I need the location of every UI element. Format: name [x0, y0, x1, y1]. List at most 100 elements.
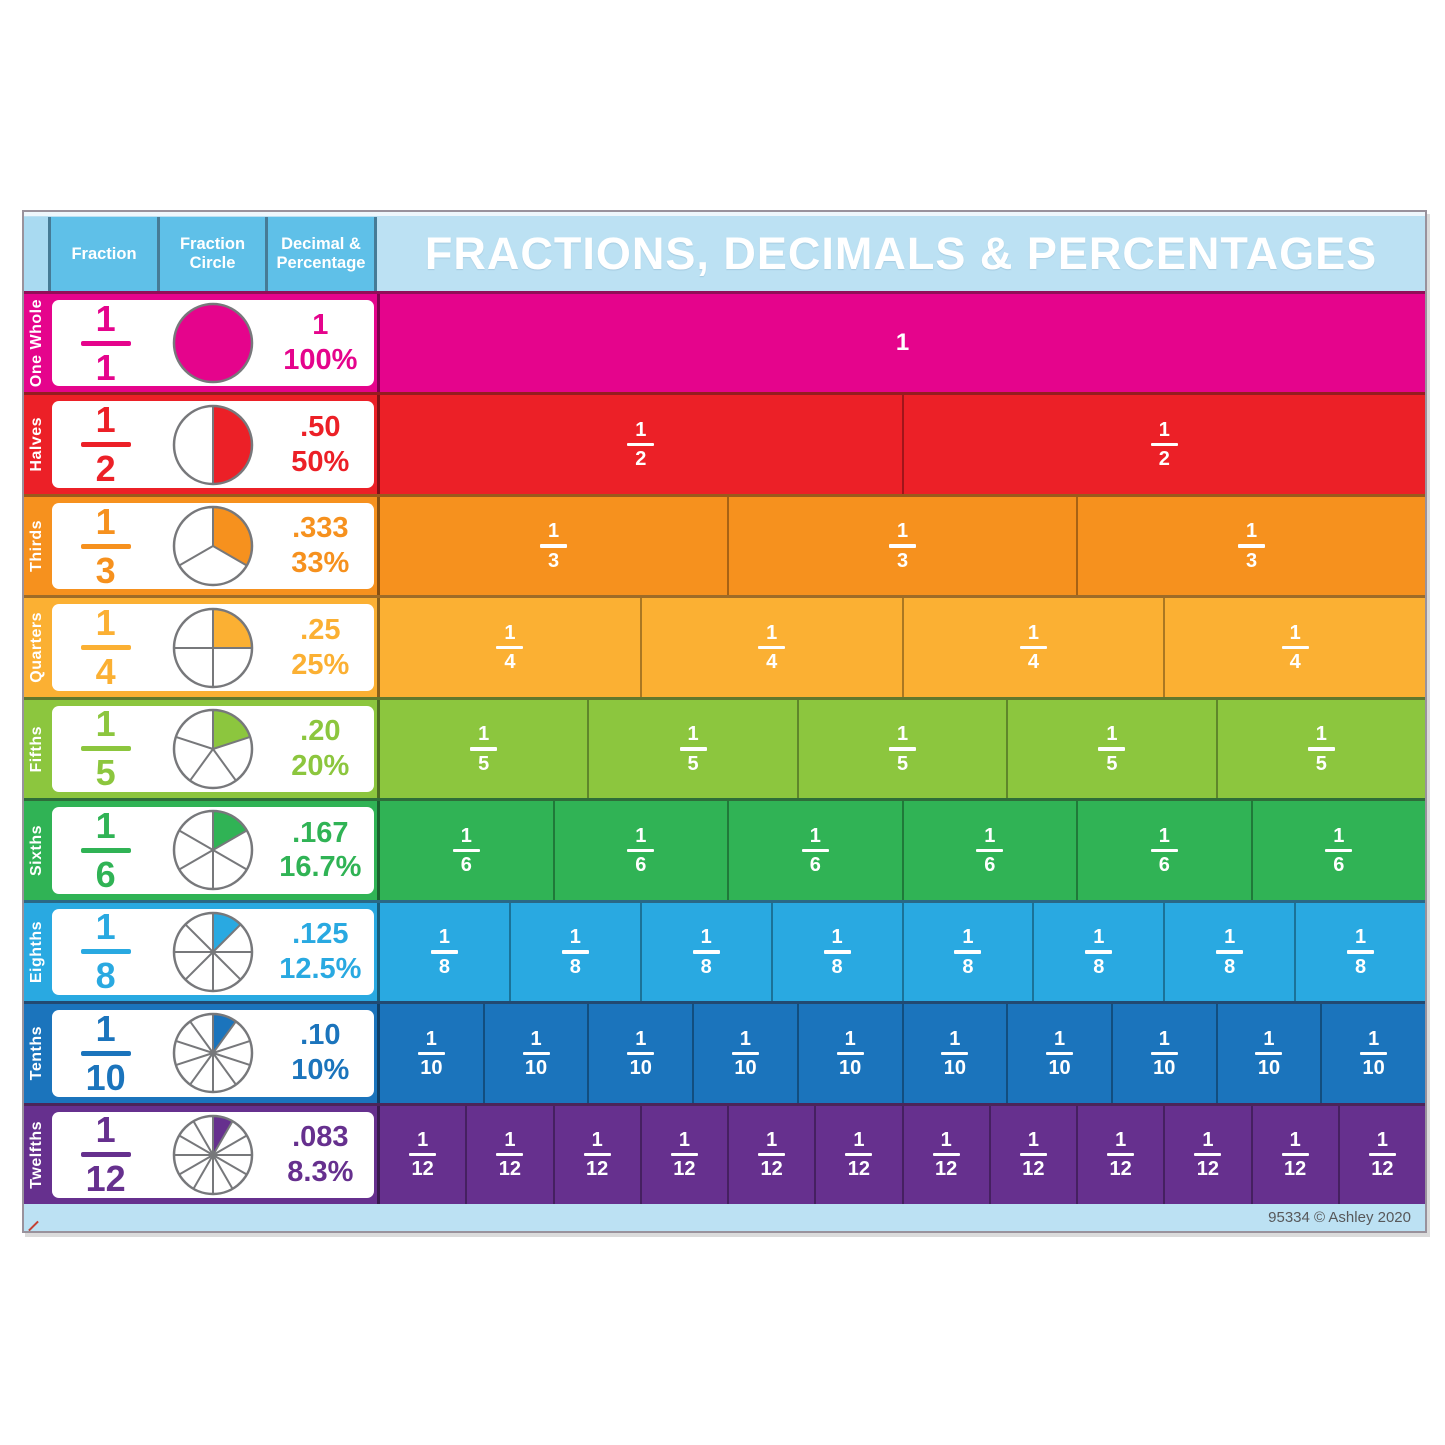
- fraction-value: 1 4: [80, 605, 131, 690]
- fraction-denominator: 3: [95, 549, 116, 591]
- bar-fraction-numerator: 1: [417, 1128, 429, 1151]
- bar-fraction-denominator: 12: [760, 1158, 783, 1181]
- column-header-label: Fraction: [71, 244, 137, 263]
- fraction-denominator: 12: [85, 1158, 126, 1200]
- row-card: 1 8 .125 12.5%: [52, 908, 374, 996]
- bar-fraction-line: [627, 442, 655, 447]
- bar-fraction-numerator: 1: [1263, 1027, 1275, 1050]
- bar-fraction-numerator: 1: [1376, 1128, 1388, 1151]
- bar-fraction-numerator: 1: [700, 926, 712, 949]
- decimal-percentage-zone: .083 8.3%: [267, 1120, 374, 1190]
- bar-fraction-numerator: 1: [940, 1128, 952, 1151]
- bar-segment-fraction: 1 10: [836, 1029, 864, 1078]
- fraction-circle-zone: [159, 807, 266, 893]
- bar-segment: 1 4: [1163, 598, 1425, 697]
- fraction-numerator: 1: [95, 399, 116, 441]
- bar-segment: 1 12: [814, 1105, 901, 1204]
- bar-segment: 1 8: [1032, 902, 1163, 1002]
- bar-segment: 1 5: [1006, 699, 1215, 799]
- fraction-bar: 1: [377, 294, 1425, 393]
- bar-segment: 1 5: [587, 699, 796, 799]
- bar-fraction-numerator: 1: [962, 926, 974, 949]
- bar-segment-fraction: 1 5: [679, 723, 707, 775]
- fraction-line: [80, 340, 131, 346]
- bar-fraction-numerator: 1: [949, 1027, 961, 1050]
- row-card: 1 3 .333 33%: [52, 502, 374, 591]
- bar-segment: 1 6: [552, 801, 728, 900]
- fraction-zone: 1 10: [52, 1010, 159, 1096]
- fraction-numerator: 1: [95, 297, 116, 339]
- bar-segment: 1 3: [727, 496, 1076, 596]
- bar-segment-fraction: 1 12: [409, 1128, 437, 1179]
- row-label: Tenths: [28, 1026, 45, 1081]
- bar-fraction-denominator: 5: [1106, 752, 1118, 775]
- bar-fraction-denominator: 12: [847, 1158, 870, 1181]
- bar-fraction-line: [1046, 1051, 1074, 1056]
- decimal-percentage-value: .10 10%: [291, 1018, 349, 1088]
- bar-fraction-numerator: 1: [1027, 1128, 1039, 1151]
- row-card: 1 6 .167 16.7%: [52, 807, 374, 894]
- bar-segment: 1 8: [1294, 902, 1425, 1002]
- bar-fraction-numerator: 1: [635, 1027, 647, 1050]
- bar-fraction-denominator: 10: [420, 1057, 443, 1080]
- fraction-zone: 1 8: [52, 909, 159, 994]
- bar-fraction-denominator: 6: [1158, 854, 1170, 877]
- fraction-bar: 1 4 1 4 1 4 1 4: [377, 598, 1425, 697]
- bar-fraction-denominator: 6: [809, 854, 821, 877]
- fraction-line: [80, 442, 131, 448]
- bar-fraction-denominator: 12: [1371, 1158, 1394, 1181]
- bar-segment-fraction: 1 5: [1307, 724, 1335, 774]
- bar-fraction-denominator: 8: [700, 955, 712, 978]
- decimal-value: .25: [300, 613, 341, 646]
- bar-fraction-numerator: 1: [831, 926, 843, 949]
- bar-segment-fraction: 1 6: [801, 826, 829, 877]
- bar-segment: 1: [380, 294, 1425, 392]
- bar-segment: 1 12: [727, 1105, 814, 1204]
- row-card: 1 2 .50 50%: [52, 399, 374, 488]
- fraction-row: Fifths 1 5 .20 20%: [24, 696, 1425, 799]
- bar-fraction-numerator: 1: [635, 824, 647, 847]
- decimal-percentage-zone: .25 25%: [267, 613, 374, 683]
- bar-fraction-numerator: 1: [1158, 418, 1170, 441]
- row-label-rail: Sixths: [24, 801, 50, 899]
- fraction-circle-zone: [159, 1112, 266, 1198]
- bar-fraction-denominator: 5: [687, 752, 699, 775]
- bar-fraction-denominator: 12: [1284, 1158, 1307, 1181]
- bar-segment-fraction: 1 6: [627, 824, 655, 875]
- bar-fraction-numerator: 1: [425, 1027, 437, 1050]
- decimal-percentage-zone: .333 33%: [267, 511, 374, 581]
- bar-segment-fraction: 1 2: [1150, 418, 1178, 469]
- column-header-label: Fraction Circle: [179, 235, 246, 272]
- fraction-circle-zone: [159, 605, 266, 691]
- bar-fraction-denominator: 10: [1048, 1057, 1071, 1080]
- row-label-rail: Tenths: [24, 1004, 50, 1102]
- bar-fraction-line: [417, 1051, 445, 1056]
- bar-segment-fraction: 1 8: [692, 926, 720, 978]
- bar-fraction-numerator: 1: [687, 723, 699, 746]
- bar-fraction-line: [889, 747, 917, 751]
- decimal-value: .10: [300, 1019, 341, 1052]
- bar-segment: 1 6: [1076, 801, 1251, 900]
- fraction-circle-zone: [159, 300, 266, 386]
- fraction-rows: One Whole 1 1 1 100%: [24, 291, 1425, 1204]
- fraction-zone: 1 12: [52, 1112, 159, 1197]
- decimal-percentage-value: .25 25%: [291, 613, 349, 683]
- bar-segment: 1 10: [1320, 1004, 1425, 1103]
- bar-fraction-numerator: 1: [896, 723, 909, 746]
- bar-segment-fraction: 1 4: [1281, 623, 1309, 672]
- fraction-circle-icon: [172, 911, 254, 993]
- bar-fraction-numerator: 1: [853, 1128, 865, 1151]
- bar-fraction-line: [627, 848, 655, 853]
- bar-fraction-denominator: 12: [1022, 1158, 1045, 1181]
- bar-fraction-line: [496, 1152, 524, 1157]
- bar-fraction-line: [1368, 1152, 1396, 1157]
- bar-segment-fraction: 1 12: [496, 1130, 524, 1179]
- bar-fraction-denominator: 2: [635, 448, 647, 471]
- bar-fraction-numerator: 1: [1158, 824, 1170, 847]
- row-label: Fifths: [28, 725, 45, 773]
- bar-fraction-line: [452, 848, 480, 853]
- bar-fraction-denominator: 6: [460, 854, 472, 877]
- bar-fraction-numerator: 1: [1202, 1128, 1214, 1151]
- bar-fraction-numerator: 1: [896, 520, 909, 543]
- bar-segment-fraction: 1 8: [954, 926, 982, 977]
